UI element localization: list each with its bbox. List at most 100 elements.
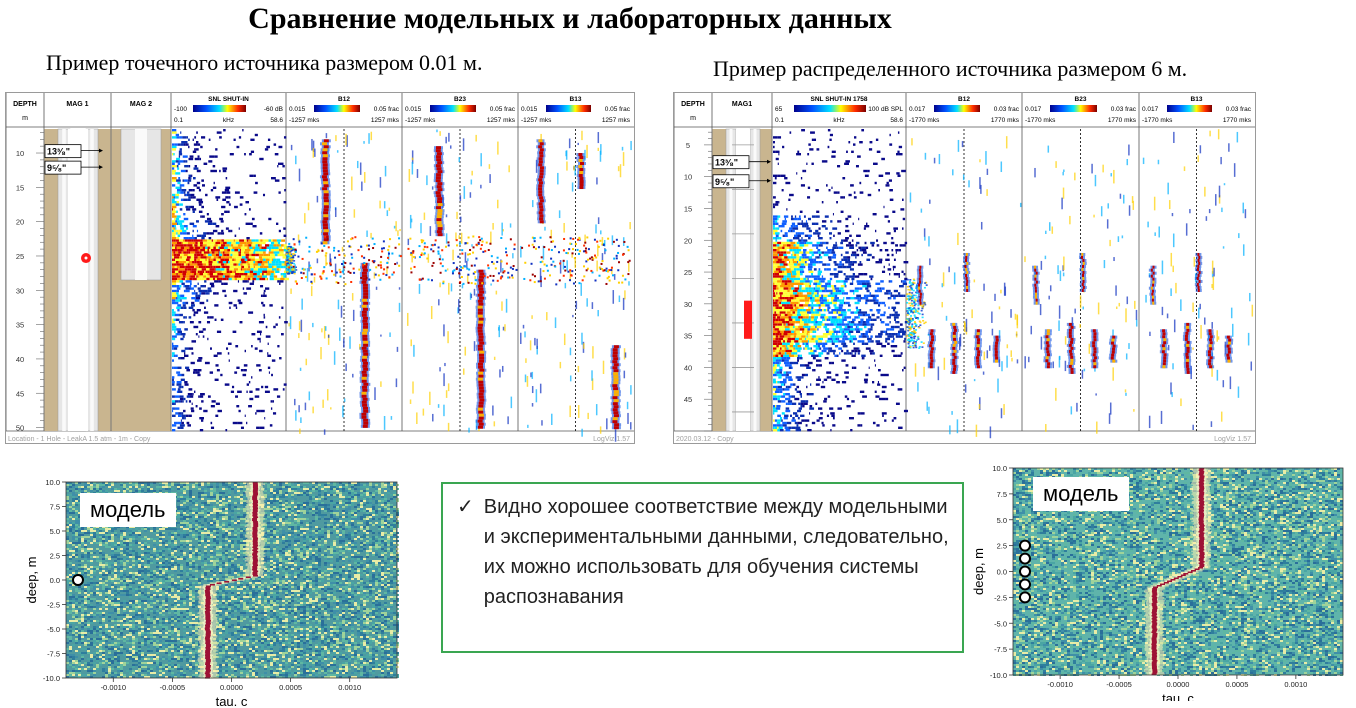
y-tick-label: 7.5	[50, 503, 60, 512]
casing-highlight	[135, 129, 147, 280]
depth-tick-label: 45	[684, 395, 692, 404]
casing-highlight	[90, 129, 94, 431]
track-tau-max: 1257 mks	[371, 117, 400, 124]
casing-label-box	[44, 144, 82, 159]
y-tick-label: -7.5	[994, 645, 1007, 654]
casing-label-box	[712, 174, 750, 189]
y-tick-label: -5.0	[47, 625, 60, 634]
correlation-traces	[520, 130, 632, 442]
depth-tick-label: 25	[16, 252, 24, 261]
track-scale-max: 0.05 frac	[374, 106, 400, 113]
track-header: B13	[570, 96, 582, 103]
track-scale-max: 0.03 frac	[1111, 106, 1137, 113]
x-tick-label: -0.0010	[101, 683, 126, 692]
leak-source-center	[84, 256, 88, 260]
y-axis-label: deep, m	[24, 557, 39, 604]
y-tick-label: 5.0	[50, 527, 60, 536]
casing-pointer-arrow	[99, 165, 103, 170]
conclusion-text: Видно хорошее соответствие между модельн…	[484, 492, 950, 643]
depth-tick-label: 35	[684, 332, 692, 341]
log-footer-left: Location - 1 Hole - LeakA 1.5 atm - 1m -…	[8, 436, 151, 443]
correlation-traces	[1024, 144, 1138, 434]
y-tick-label: 7.5	[997, 490, 1007, 499]
depth-tick-label: 15	[684, 204, 692, 213]
snl-freq-unit: kHz	[223, 117, 234, 124]
track-scale-max: 0.05 frac	[490, 106, 516, 113]
depth-tick-label: 10	[16, 149, 24, 158]
correlation-traces	[288, 131, 402, 435]
casing-highlight	[729, 129, 733, 431]
depth-tick-label: 5	[686, 141, 690, 150]
track-scale-min: 0.017	[1142, 106, 1159, 113]
left-well-log: DEPTH m 10 15 20 25 30 35 40 45 50 MAG 1 13³⁄₈" 9⁵⁄₈"…	[5, 92, 635, 444]
correlation-traces	[1142, 129, 1254, 431]
snl-scale-min: 65	[775, 106, 783, 113]
y-axis-label: deep, m	[971, 548, 986, 595]
right-well-log: DEPTH m 5 10 15 20 25 30 35 40 45 MAG1 13³⁄₈" 9⁵⁄₈" SN…	[673, 92, 1256, 444]
track-scale-min: 0.015	[405, 106, 422, 113]
track-tau-max: 1770 mks	[991, 117, 1020, 124]
checkmark-icon: ✓	[457, 492, 474, 643]
log-footer-right: LogViz 1.57	[1214, 436, 1251, 443]
snl-freq-min: 0.1	[174, 117, 183, 124]
log-footer-right: LogViz 1.57	[593, 436, 630, 443]
x-tick-label: -0.0005	[1106, 680, 1131, 689]
depth-tick-label: 50	[16, 424, 24, 433]
casing-highlight	[62, 129, 66, 431]
left-model-plot: -0.0010 -0.0005 0.0000 0.0005 0.0010 10.0 7.5 5…	[22, 470, 412, 706]
casing-label: 13³⁄₈"	[47, 147, 70, 157]
casing-inner	[736, 129, 750, 431]
mag-header: MAG1	[732, 101, 752, 108]
right-model-label: модель	[1033, 477, 1129, 511]
casing-label: 13³⁄₈"	[715, 158, 738, 168]
track-tau-max: 1770 mks	[1223, 117, 1252, 124]
source-marker	[1019, 591, 1031, 604]
track-tau-max: 1257 mks	[487, 117, 516, 124]
track-header: B23	[1075, 96, 1087, 103]
x-axis-label: tau, c	[216, 694, 248, 706]
track-scale-min: 0.017	[909, 106, 926, 113]
depth-header: DEPTH	[13, 101, 37, 108]
y-tick-label: 10.0	[45, 478, 60, 487]
snl-header: SNL SHUT-IN	[208, 96, 249, 103]
snl-spectrogram	[773, 129, 930, 432]
leak-source-marker	[744, 300, 752, 339]
x-tick-label: 0.0000	[1167, 680, 1190, 689]
x-tick-label: -0.0005	[160, 683, 185, 692]
casing-label: 9⁵⁄₈"	[715, 177, 734, 187]
track-tau-min: -1257 mks	[521, 117, 552, 124]
y-tick-label: -2.5	[994, 593, 1007, 602]
conclusion-box: ✓ Видно хорошее соответствие между модел…	[441, 482, 964, 653]
track-scale-min: 0.017	[1025, 106, 1042, 113]
depth-tick-label: 10	[684, 173, 692, 182]
snl-freq-unit: kHz	[833, 117, 844, 124]
depth-tick-label: 30	[684, 300, 692, 309]
casing-highlight	[753, 129, 757, 431]
track-tau-max: 1257 mks	[602, 117, 631, 124]
slide-title: Сравнение модельных и лабораторных данны…	[0, 2, 1140, 36]
track-tau-min: -1770 mks	[909, 117, 940, 124]
track-colorbar	[934, 105, 980, 112]
correlation-ridge	[197, 482, 266, 679]
casing-pointer-arrow	[767, 159, 771, 164]
y-tick-label: 2.5	[50, 552, 60, 561]
depth-unit: m	[22, 115, 28, 122]
x-tick-label: 0.0010	[1284, 680, 1307, 689]
snl-scale-max: -60 dB	[264, 106, 283, 113]
casing-pointer-arrow	[767, 178, 771, 183]
track-header: B13	[1191, 96, 1203, 103]
source-marker	[1019, 578, 1031, 591]
track-colorbar	[1050, 105, 1097, 112]
depth-tick-label: 45	[16, 389, 24, 398]
x-tick-label: 0.0005	[1225, 680, 1248, 689]
left-well-log-canvas: DEPTH m 10 15 20 25 30 35 40 45 50 MAG 1 13³⁄₈" 9⁵⁄₈"…	[6, 93, 634, 443]
y-tick-label: -7.5	[47, 650, 60, 659]
right-model-plot: -0.0010 -0.0005 0.0000 0.0005 0.0010 10.0 7.5 5…	[966, 457, 1356, 701]
correlation-ridge	[1144, 468, 1213, 676]
x-tick-label: 0.0010	[338, 683, 361, 692]
snl-freq-min: 0.1	[775, 117, 784, 124]
x-axis-label: tau, c	[1162, 691, 1194, 701]
depth-unit: m	[690, 115, 696, 122]
track-header: B12	[338, 96, 350, 103]
correlation-traces	[909, 136, 1022, 439]
